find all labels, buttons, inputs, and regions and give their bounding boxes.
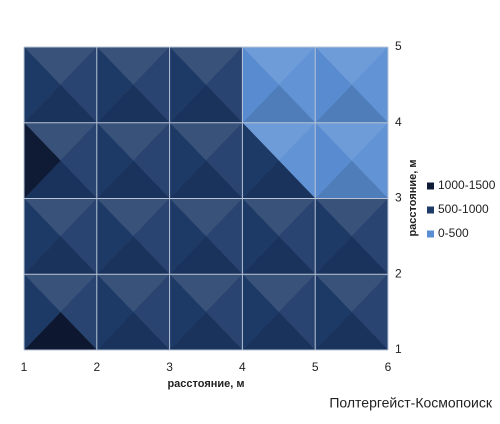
x-tick-label: 1 [21,360,28,374]
y-tick-label: 5 [395,39,402,53]
legend-swatch [427,230,434,238]
legend-swatch [427,206,434,214]
x-axis-label: расстояние, м [167,378,244,390]
y-tick-label: 1 [395,342,402,356]
x-tick-label: 3 [166,360,173,374]
legend-label: 0-500 [438,226,469,240]
y-tick-label: 2 [395,266,402,280]
legend-label: 500-1000 [438,202,489,216]
x-tick-label: 2 [93,360,100,374]
footer: Полтергейст-Космопоиск [329,395,493,411]
y-tick-label: 4 [395,115,402,129]
x-tick-label: 5 [312,360,319,374]
legend-swatch [427,182,434,190]
x-tick-label: 6 [385,360,392,374]
y-axis-label: расстояние, м [407,159,419,236]
y-tick-label: 3 [395,191,402,205]
x-tick-label: 4 [239,360,246,374]
legend-label: 1000-1500 [438,178,496,192]
